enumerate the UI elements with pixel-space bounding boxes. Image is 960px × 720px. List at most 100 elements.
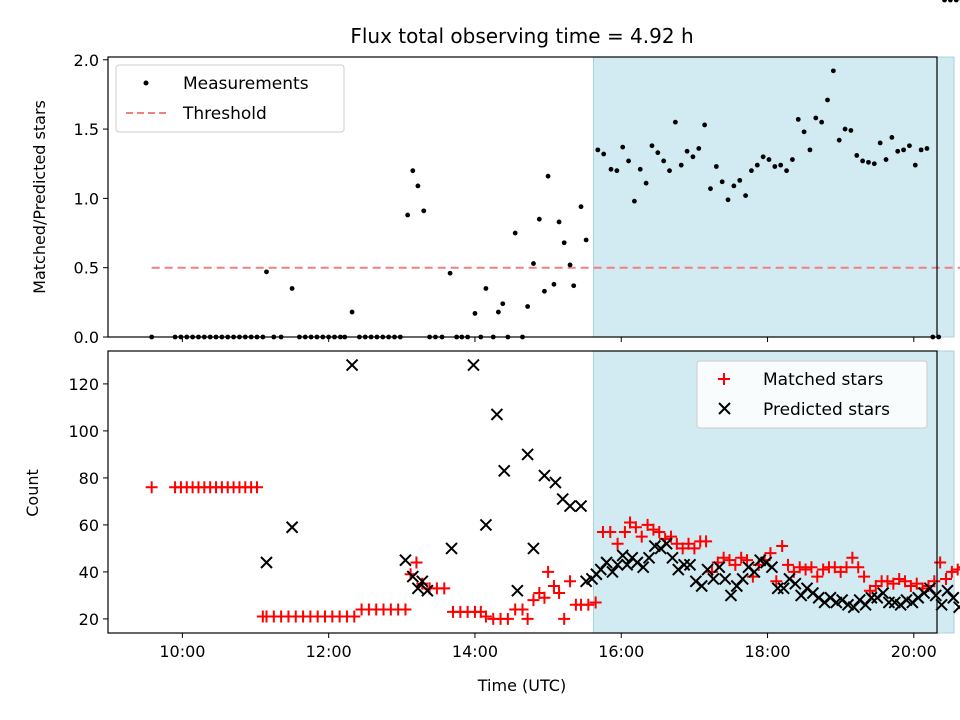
measurement-point [778, 162, 784, 168]
measurement-point [877, 140, 883, 146]
measurement-point [655, 150, 661, 156]
predicted-star-point [707, 572, 720, 586]
measurement-point [871, 161, 877, 167]
predicted-star-point [467, 358, 480, 372]
measurement-point [556, 219, 562, 225]
measurement-point [760, 154, 766, 160]
predicted-star-point [777, 582, 790, 595]
bottom-axes-frame [107, 350, 938, 634]
matched-star-point [939, 572, 952, 585]
measurement-point [854, 153, 860, 158]
measurement-point [813, 115, 819, 121]
y-tick-label: 100 [68, 422, 99, 441]
matched-star-point [629, 521, 642, 534]
matched-star-point [589, 596, 602, 609]
y-tick-label: 40 [79, 563, 99, 582]
predicted-star-point [683, 558, 697, 572]
predicted-star-point [511, 584, 524, 597]
measurement-point [825, 97, 830, 103]
predicted-star-point [616, 549, 629, 562]
matched-star-point [604, 525, 617, 538]
predicted-star-point [445, 542, 458, 555]
measurement-point [672, 119, 678, 125]
measurement-point [649, 143, 655, 149]
predicted-star-point [611, 558, 624, 572]
measurement-point [784, 168, 789, 174]
measurement-point [836, 137, 842, 143]
top-observing-window-shade [593, 56, 955, 338]
y-tick-label: 2.0 [74, 51, 99, 70]
matched-star-point [553, 587, 566, 600]
predicted-star-point [521, 448, 534, 461]
legend-threshold-label: Threshold [182, 104, 267, 124]
predicted-star-point [724, 589, 738, 602]
measurement-point [542, 288, 547, 294]
matched-star-point [582, 598, 595, 611]
matched-star-point [538, 591, 551, 604]
measurement-point [483, 286, 489, 291]
measurement-point [643, 180, 649, 186]
predicted-star-point [490, 408, 504, 421]
predicted-star-point [789, 577, 802, 590]
measurement-point [561, 240, 567, 246]
predicted-star-point [574, 499, 588, 513]
measurement-point [614, 168, 620, 174]
y-tick-label: 0.5 [74, 259, 99, 278]
matched-star-point [145, 481, 158, 494]
matched-star-point [735, 551, 748, 564]
measurement-point [690, 154, 696, 160]
y-tick-label: 1.5 [74, 120, 99, 139]
y-tick-label: 1.0 [74, 189, 99, 208]
measurement-point [743, 193, 748, 199]
predicted-star-point [421, 584, 434, 597]
y-tick-label: 80 [79, 469, 99, 488]
matched-star-point [852, 561, 865, 574]
measurement-point [953, 0, 959, 3]
predicted-star-point [677, 558, 691, 572]
measurement-point [571, 283, 577, 289]
measurement-point [678, 162, 684, 168]
matched-star-point [881, 575, 894, 588]
predicted-star-point [606, 565, 619, 579]
measurement-point [766, 157, 772, 162]
bottom-x-ticks: 10:00 12:00 14:00 16:00 18:00 20:00 [159, 633, 937, 661]
measurement-point [696, 146, 702, 151]
predicted-star-point [345, 358, 359, 372]
matched-stars-points-group [145, 481, 960, 625]
matched-star-point [951, 563, 960, 576]
measurement-point [713, 164, 719, 169]
matched-star-point [799, 563, 812, 576]
bottom-y-axis-label: Count [23, 469, 42, 517]
measurement-point [608, 166, 614, 172]
x-tick-label: 10:00 [159, 642, 205, 661]
predicted-star-point [713, 560, 726, 574]
measurement-point [567, 262, 573, 268]
matched-star-point [647, 523, 660, 536]
matched-star-point [729, 558, 742, 571]
matched-star-point [811, 570, 824, 583]
matched-star-point [521, 612, 534, 625]
measurement-point [731, 183, 737, 189]
predicted-star-point [479, 518, 493, 532]
measurement-point [620, 144, 626, 150]
measurement-point [531, 261, 536, 266]
predicted-star-point [748, 565, 761, 579]
matched-star-point [770, 575, 783, 588]
predicted-star-point [718, 572, 732, 586]
predicted-star-point [285, 521, 299, 534]
predicted-star-point [952, 600, 960, 614]
y-tick-label: 0.0 [74, 328, 99, 347]
x-tick-label: 14:00 [452, 642, 498, 661]
measurement-point [889, 134, 895, 140]
matched-star-point [410, 556, 423, 569]
predicted-stars-points-group [260, 358, 960, 614]
matched-star-point [399, 603, 412, 616]
matched-star-point [776, 540, 789, 553]
measurement-point [626, 158, 631, 164]
measurement-point [918, 147, 924, 153]
measurement-point [512, 230, 518, 236]
y-tick-label: 20 [79, 610, 99, 629]
matched-star-point [805, 561, 818, 574]
matched-star-point [688, 542, 701, 555]
measurement-point [601, 151, 607, 157]
